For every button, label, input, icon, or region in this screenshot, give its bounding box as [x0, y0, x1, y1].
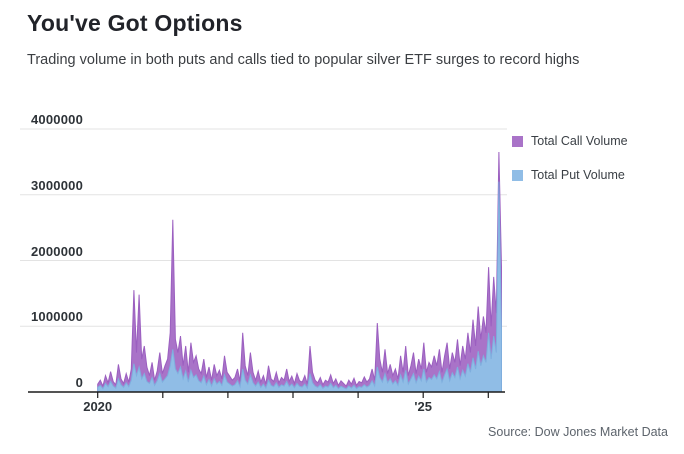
chart-title: You've Got Options: [27, 10, 243, 36]
y-axis-tick-label: 3000000: [30, 177, 83, 193]
legend-label: Total Call Volume: [531, 134, 628, 148]
put-volume-swatch-icon: [512, 169, 523, 181]
x-axis-tick-label: 2020: [83, 399, 113, 414]
chart-legend: Total Call Volume Total Put Volume: [512, 134, 628, 202]
source-attribution: Source: Dow Jones Market Data: [488, 425, 668, 439]
legend-label: Total Put Volume: [531, 168, 625, 182]
chart-subtitle: Trading volume in both puts and calls ti…: [27, 52, 580, 68]
call-volume-area: [97, 151, 502, 393]
legend-item-put-volume: Total Put Volume: [512, 168, 628, 182]
call-volume-swatch-icon: [512, 135, 523, 147]
x-axis-tick-label: '25: [414, 399, 432, 414]
legend-item-call-volume: Total Call Volume: [512, 134, 628, 148]
y-axis-tick-label: 1000000: [30, 309, 83, 325]
y-axis-tick-label: 2000000: [30, 243, 83, 259]
y-axis-tick-label: 0: [75, 375, 83, 390]
y-axis-tick-label: 4000000: [30, 112, 83, 127]
put-volume-area: [97, 181, 502, 393]
